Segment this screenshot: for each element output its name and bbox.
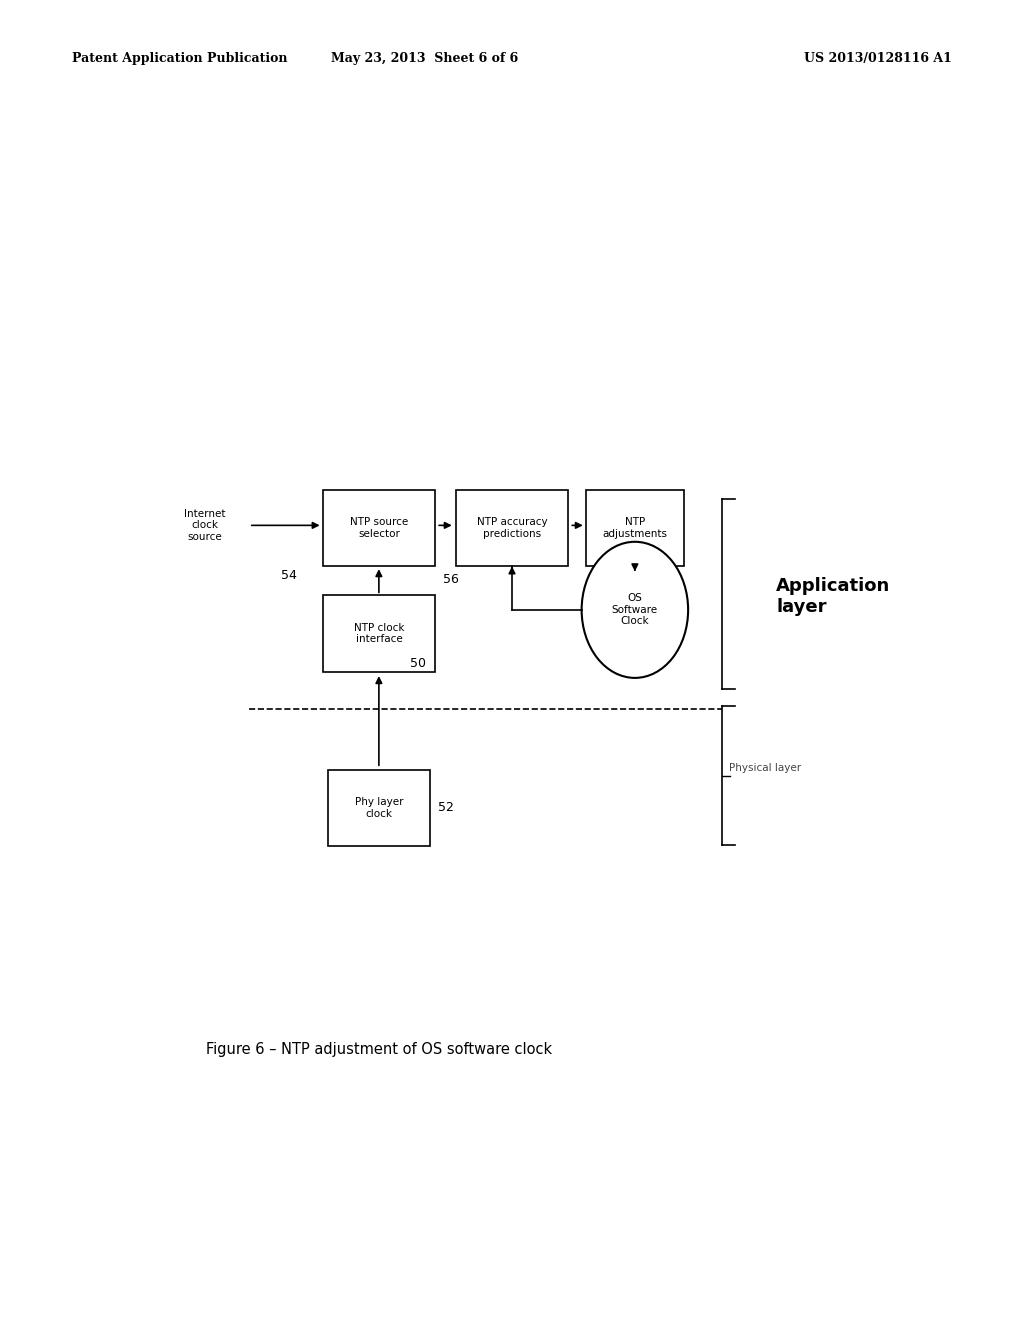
Text: Patent Application Publication: Patent Application Publication (72, 51, 287, 65)
Text: NTP accuracy
predictions: NTP accuracy predictions (477, 517, 547, 539)
Text: OS
Software
Clock: OS Software Clock (611, 593, 658, 627)
Text: May 23, 2013  Sheet 6 of 6: May 23, 2013 Sheet 6 of 6 (332, 51, 518, 65)
Text: US 2013/0128116 A1: US 2013/0128116 A1 (805, 51, 952, 65)
FancyBboxPatch shape (323, 595, 435, 672)
Text: 52: 52 (437, 801, 454, 814)
Text: Application
layer: Application layer (776, 577, 891, 616)
FancyBboxPatch shape (456, 490, 568, 566)
FancyBboxPatch shape (323, 490, 435, 566)
Text: NTP source
selector: NTP source selector (350, 517, 408, 539)
Text: Internet
clock
source: Internet clock source (184, 508, 225, 543)
Text: Physical layer: Physical layer (729, 763, 801, 774)
FancyBboxPatch shape (586, 490, 684, 566)
Text: NTP clock
interface: NTP clock interface (353, 623, 404, 644)
Text: Phy layer
clock: Phy layer clock (354, 797, 403, 818)
Text: 50: 50 (410, 657, 426, 671)
Text: 54: 54 (281, 569, 297, 582)
FancyBboxPatch shape (328, 770, 430, 846)
Text: Figure 6 – NTP adjustment of OS software clock: Figure 6 – NTP adjustment of OS software… (206, 1041, 552, 1057)
Ellipse shape (582, 541, 688, 678)
Text: NTP
adjustments: NTP adjustments (602, 517, 668, 539)
Text: 56: 56 (442, 573, 459, 586)
